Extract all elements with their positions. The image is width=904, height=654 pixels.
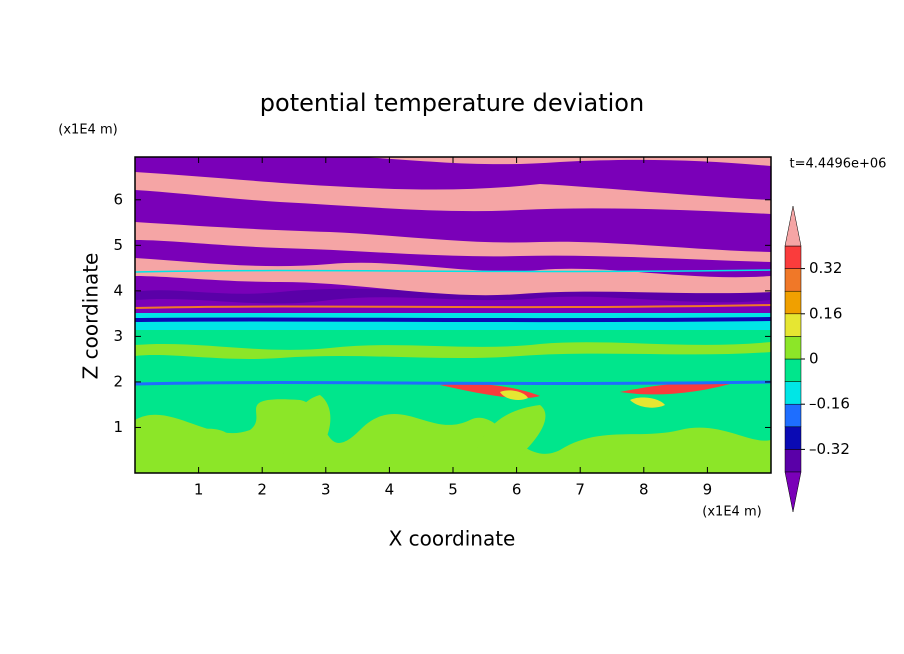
colorbar-box [784, 245, 802, 269]
x-tick-label: 7 [575, 481, 585, 499]
x-tick-label: 9 [703, 481, 713, 499]
colorbar-label: –0.16 [809, 395, 850, 413]
x-axis-label: X coordinate [389, 527, 516, 551]
contour-field [135, 157, 771, 473]
x-unit: (x1E4 m) [702, 505, 761, 520]
x-tick-label: 5 [448, 481, 458, 499]
x-tick-label: 8 [639, 481, 649, 499]
y-tick-label: 6 [113, 190, 123, 208]
annotation: t=4.4496e+06 [790, 157, 887, 172]
colorbar-label: 0.32 [809, 259, 842, 277]
x-tick-label: 3 [321, 481, 331, 499]
colorbar-label: 0.16 [809, 304, 842, 322]
y-tick-label: 1 [113, 418, 123, 436]
y-tick-label: 4 [113, 281, 123, 299]
x-tick-label: 1 [194, 481, 204, 499]
colorbar-box [784, 336, 802, 360]
chart-title: potential temperature deviation [260, 89, 644, 117]
x-tick-label: 6 [512, 481, 522, 499]
colorbar-box [784, 268, 802, 292]
colorbar-box [784, 426, 802, 450]
y-unit: (x1E4 m) [58, 123, 117, 138]
y-tick-label: 2 [113, 372, 123, 390]
colorbar-under [784, 471, 802, 513]
colorbar-over [784, 205, 802, 247]
x-tick-label: 2 [257, 481, 267, 499]
colorbar-box [784, 358, 802, 382]
y-axis-label: Z coordinate [79, 253, 103, 380]
y-tick-label: 3 [113, 327, 123, 345]
y-tick-label: 5 [113, 236, 123, 254]
colorbar-box [784, 313, 802, 337]
colorbar-box [784, 403, 802, 428]
colorbar-box [784, 449, 802, 473]
colorbar-label: 0 [809, 350, 819, 368]
colorbar-label: –0.32 [809, 440, 850, 458]
x-tick-label: 4 [385, 481, 395, 499]
colorbar-box [784, 381, 802, 405]
colorbar-box [784, 290, 802, 315]
